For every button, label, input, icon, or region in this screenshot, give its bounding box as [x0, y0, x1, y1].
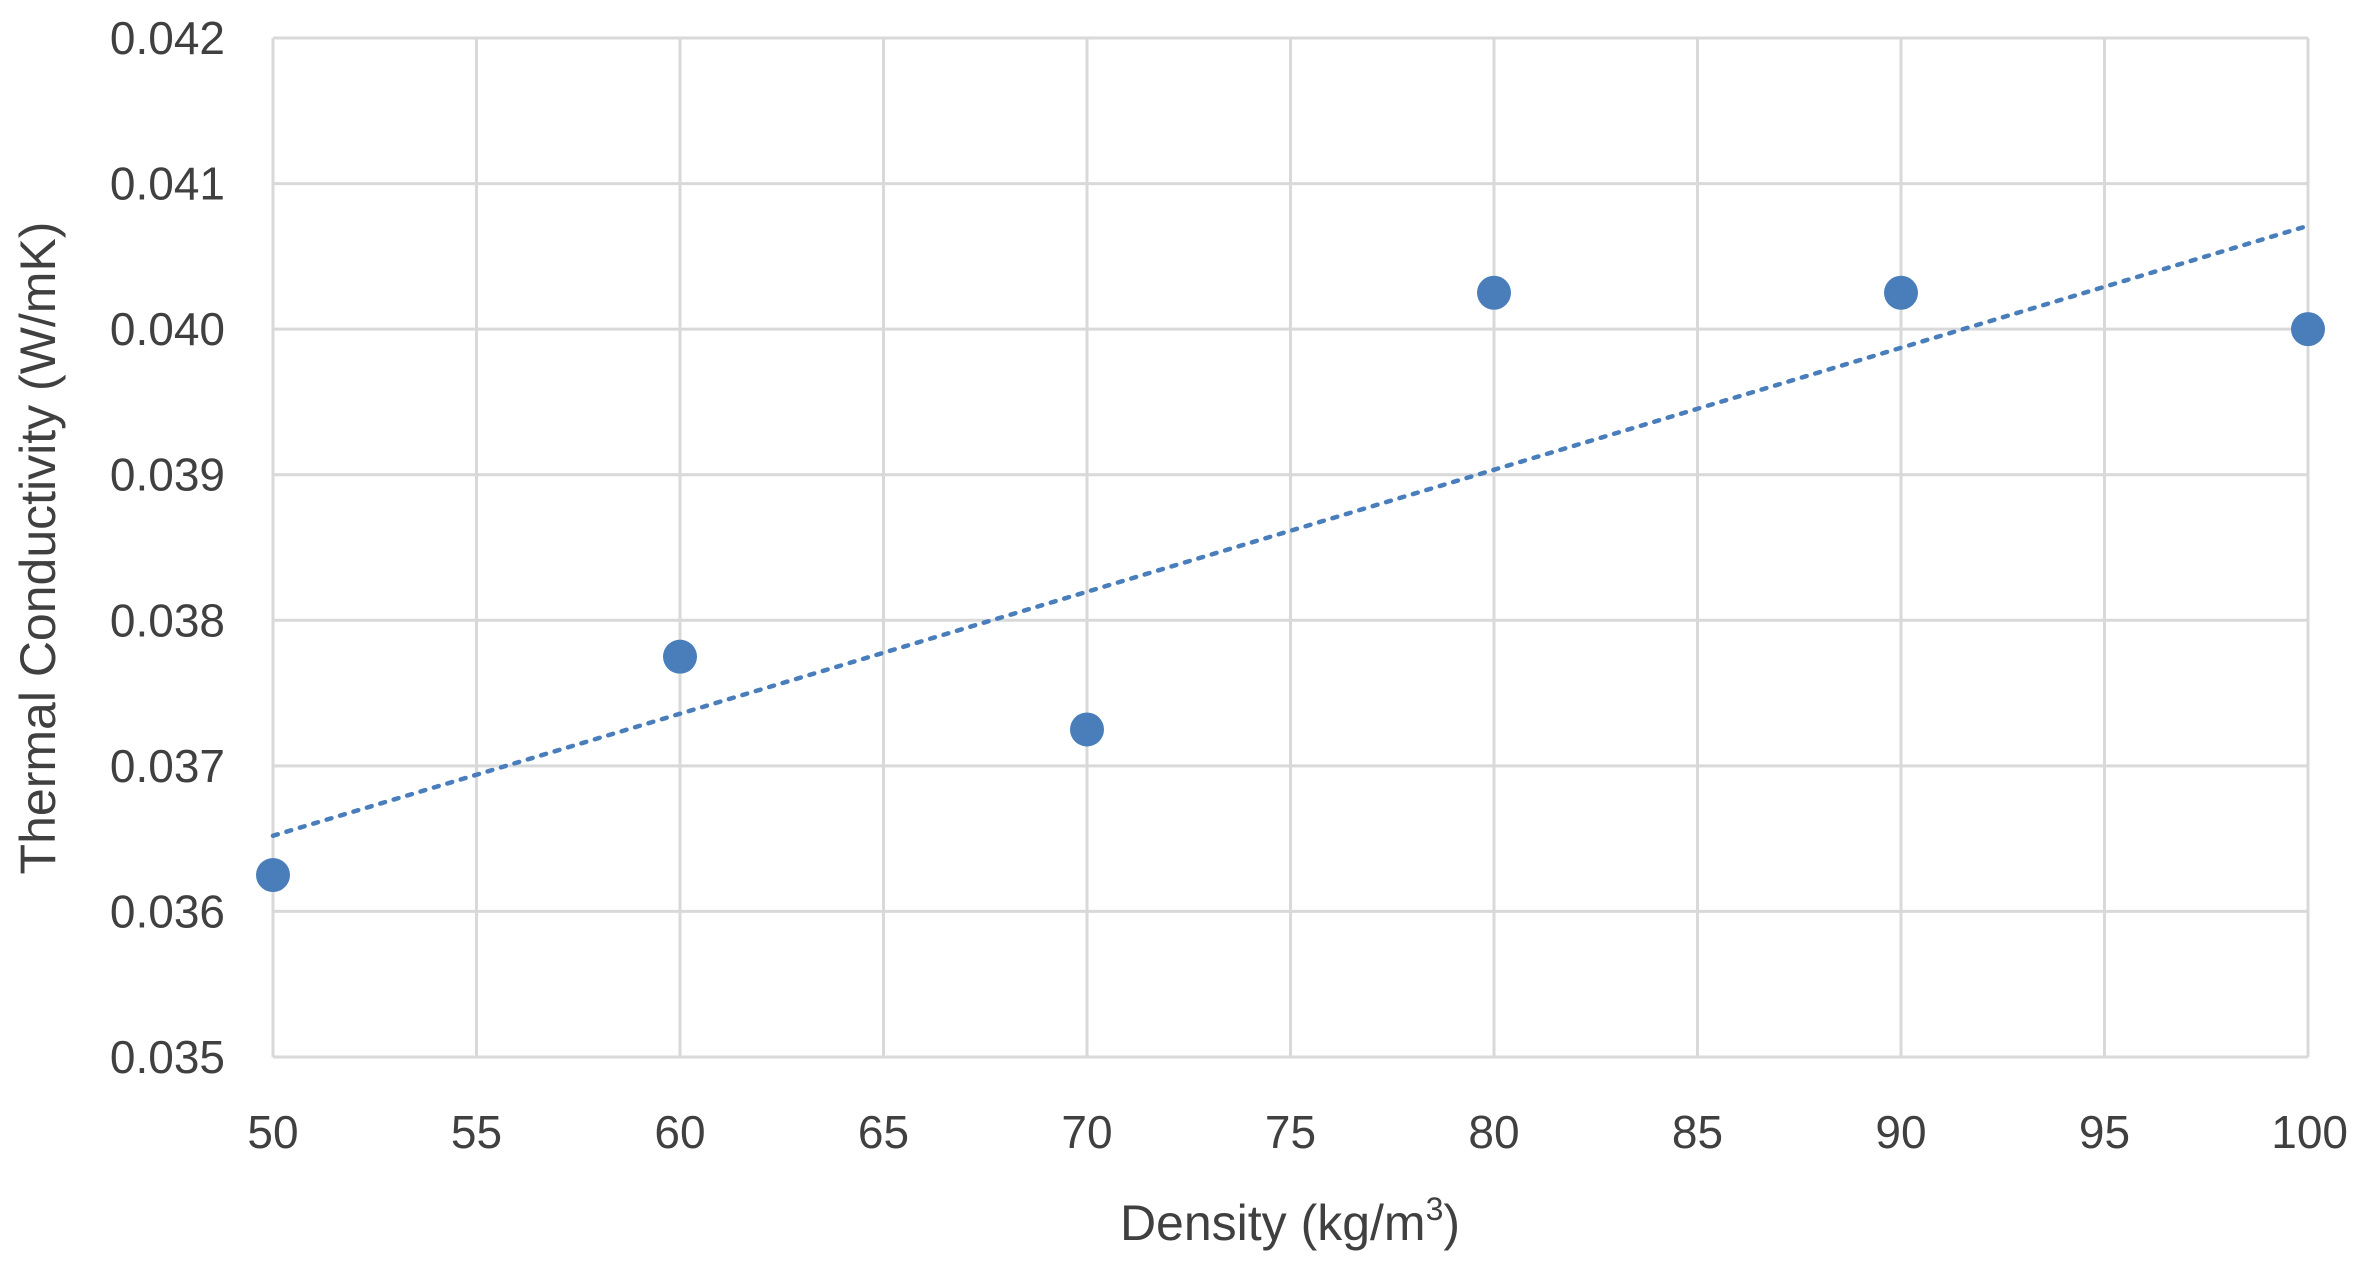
y-tick-label: 0.036 [110, 885, 225, 937]
y-tick-label: 0.035 [110, 1031, 225, 1083]
y-tick-label: 0.042 [110, 12, 225, 64]
y-tick-label: 0.039 [110, 449, 225, 501]
y-tick-label: 0.037 [110, 740, 225, 792]
x-tick-label: 80 [1468, 1106, 1519, 1158]
data-points [256, 275, 2325, 893]
y-tick-label: 0.038 [110, 594, 225, 646]
data-point [2291, 312, 2325, 347]
x-axis-tick-labels: 50 55 60 65 70 75 80 85 90 95 100 [247, 1106, 2348, 1158]
x-tick-label: 55 [451, 1106, 502, 1158]
y-axis-title: Thermal Conductivity (W/mK) [10, 222, 66, 875]
x-tick-label: 90 [1875, 1106, 1926, 1158]
x-tick-label: 65 [858, 1106, 909, 1158]
trendline-layer [270, 223, 2311, 838]
y-tick-label: 0.041 [110, 158, 225, 210]
x-tick-label: 75 [1265, 1106, 1316, 1158]
x-tick-label: 50 [247, 1106, 298, 1158]
x-axis-title-superscript: 3 [1426, 1191, 1444, 1227]
data-point [663, 639, 697, 674]
grid [271, 36, 2310, 1059]
y-axis-tick-labels: 0.035 0.036 0.037 0.038 0.039 0.040 0.041 0.042 [110, 12, 225, 1083]
x-tick-label: 60 [654, 1106, 705, 1158]
x-axis-title-suffix: ) [1443, 1195, 1460, 1251]
x-axis-title: Density (kg/m3) [1120, 1191, 1460, 1251]
linear-trendline [270, 223, 2311, 838]
x-tick-label: 85 [1672, 1106, 1723, 1158]
y-tick-label: 0.040 [110, 303, 225, 355]
data-point [1477, 275, 1511, 310]
x-tick-label: 100 [2271, 1106, 2348, 1158]
data-point [1884, 275, 1918, 310]
data-point [256, 858, 290, 893]
x-tick-label: 95 [2079, 1106, 2130, 1158]
x-axis-title-text: Density (kg/m [1120, 1195, 1426, 1251]
x-tick-label: 70 [1061, 1106, 1112, 1158]
data-point [1070, 712, 1104, 747]
